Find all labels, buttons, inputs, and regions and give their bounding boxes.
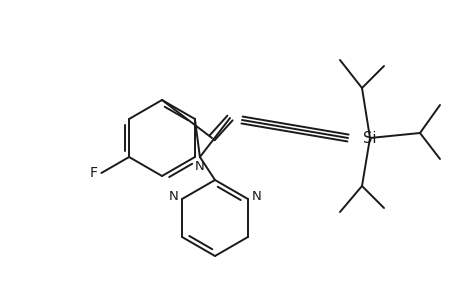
Text: N: N [195,160,204,173]
Text: N: N [168,190,178,203]
Text: N: N [252,190,261,203]
Text: Si: Si [363,130,376,146]
Text: F: F [89,166,97,180]
